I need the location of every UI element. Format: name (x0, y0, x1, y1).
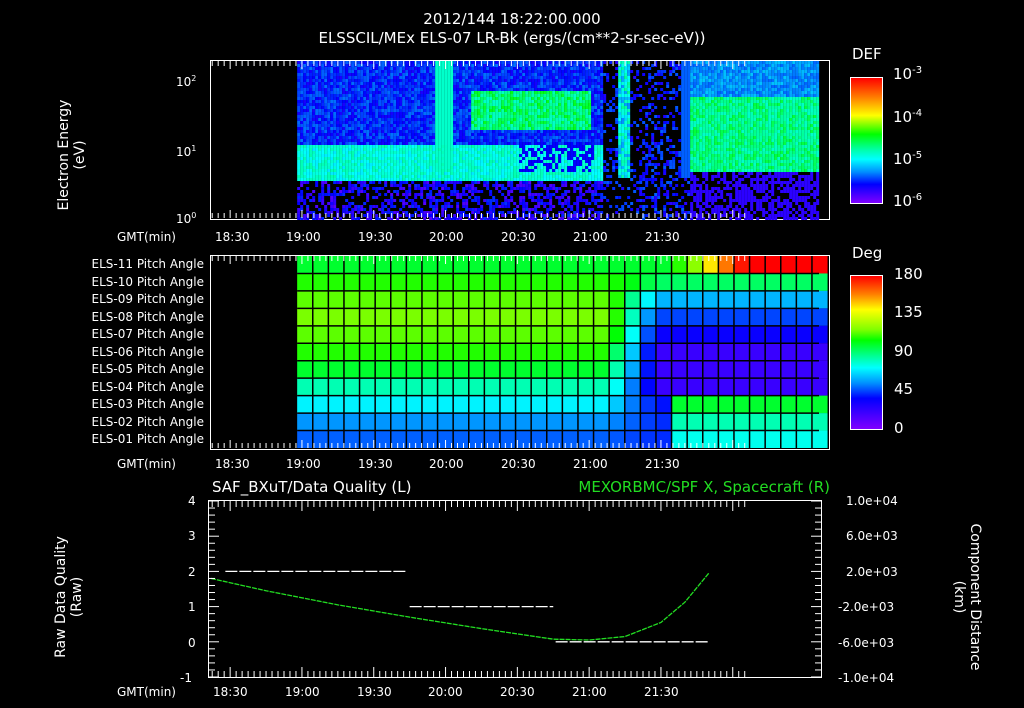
xtick: 19:30 (358, 457, 393, 471)
deg-tick: 90 (894, 342, 914, 360)
row-label: ELS-10 Pitch Angle (91, 274, 204, 289)
spectrogram-image (211, 61, 820, 220)
row-label: ELS-04 Pitch Angle (91, 379, 204, 394)
deg-colorbar (850, 275, 883, 430)
deg-tick: 135 (894, 303, 923, 321)
panel3-xlabel: GMT(min) (117, 685, 176, 699)
xtick: 18:30 (215, 230, 250, 244)
def-tick: 10-3 (893, 65, 923, 83)
panel1-ylabel-line2: (eV) (72, 140, 88, 170)
xtick: 20:30 (501, 457, 536, 471)
plot-subtitle: ELSSCIL/MEx ELS-07 LR-Bk (ergs/(cm**2-sr… (318, 29, 706, 47)
panel3-right-ylabel: Component Distance (km) (949, 507, 983, 687)
xtick: 19:30 (358, 230, 393, 244)
xtick: 21:00 (573, 230, 608, 244)
xtick: 19:00 (286, 230, 321, 244)
xtick: 18:30 (213, 685, 248, 699)
xtick: 21:30 (645, 230, 680, 244)
ytick: 6.0e+03 (846, 529, 898, 543)
panel3-left-ylabel-line2: (Raw) (69, 576, 85, 618)
xtick: 21:30 (644, 685, 679, 699)
row-label: ELS-08 Pitch Angle (91, 309, 204, 324)
xtick: 21:00 (573, 457, 608, 471)
energy-spectrogram (210, 60, 830, 220)
ytick: 1 (188, 600, 196, 614)
ytick: 3 (188, 529, 196, 543)
xtick: 20:30 (500, 685, 535, 699)
panel3-left-title: SAF_BXuT/Data Quality (L) (212, 478, 412, 496)
row-label: ELS-05 Pitch Angle (91, 362, 204, 376)
pitch-angle-labels: ELS-11 Pitch Angle ELS-10 Pitch Angle EL… (40, 255, 204, 450)
ytick: 2.0e+03 (846, 565, 898, 579)
xtick: 18:30 (215, 457, 250, 471)
panel3-right-ylabel-line1: Component Distance (967, 523, 983, 671)
row-label: ELS-06 Pitch Angle (91, 344, 204, 359)
panel3-left-ylabel-line1: Raw Data Quality (53, 536, 69, 658)
panel1-ytick-10: 101 (176, 144, 197, 159)
def-tick: 10-5 (893, 150, 923, 168)
row-label: ELS-01 Pitch Angle (91, 432, 204, 446)
ytick: -2.0e+03 (838, 600, 895, 614)
ytick: -1.0e+04 (838, 671, 895, 685)
data-quality-plot (208, 500, 822, 678)
xtick: 21:30 (645, 457, 680, 471)
panel3-right-ylabel-line2: (km) (951, 580, 967, 614)
panel3-left-ylabel: Raw Data Quality (Raw) (53, 517, 87, 677)
xtick: 19:00 (286, 457, 321, 471)
deg-tick: 0 (894, 419, 904, 437)
deg-colorbar-title: Deg (852, 244, 883, 262)
xtick: 21:00 (572, 685, 607, 699)
xtick: 19:00 (285, 685, 320, 699)
ytick: 0 (188, 636, 196, 650)
plot-timestamp: 2012/144 18:22:00.000 (423, 10, 601, 28)
row-label: ELS-03 Pitch Angle (91, 397, 204, 411)
data-quality-lines (209, 500, 821, 678)
xtick: 20:00 (429, 457, 464, 471)
def-colorbar-title: DEF (852, 45, 882, 63)
xtick: 19:30 (357, 685, 392, 699)
def-colorbar (850, 77, 883, 204)
xtick: 20:00 (429, 230, 464, 244)
pitch-angle-heatmap (210, 255, 830, 450)
panel1-ytick-100: 102 (176, 74, 197, 89)
panel1-ylabel: Electron Energy (eV) (56, 75, 90, 235)
panel1-ytick-1: 100 (176, 211, 197, 226)
ytick: 1.0e+04 (846, 494, 898, 508)
panel1-xlabel: GMT(min) (117, 230, 176, 244)
ytick: 4 (188, 494, 196, 508)
deg-tick: 180 (894, 265, 923, 283)
xtick: 20:00 (428, 685, 463, 699)
panel1-ylabel-line1: Electron Energy (56, 99, 72, 211)
row-label: ELS-02 Pitch Angle (91, 414, 204, 429)
ytick: -1 (180, 671, 192, 685)
row-label: ELS-09 Pitch Angle (91, 292, 204, 306)
ytick: -6.0e+03 (838, 636, 895, 650)
pitch-angle-image (211, 256, 828, 448)
row-label: ELS-07 Pitch Angle (91, 327, 204, 341)
def-tick: 10-6 (893, 192, 923, 210)
deg-tick: 45 (894, 380, 914, 398)
row-label: ELS-11 Pitch Angle (91, 257, 204, 271)
panel2-xlabel: GMT(min) (117, 457, 176, 471)
panel3-right-title: MEXORBMC/SPF X, Spacecraft (R) (578, 478, 830, 496)
xtick: 20:30 (501, 230, 536, 244)
def-tick: 10-4 (893, 108, 923, 126)
ytick: 2 (188, 565, 196, 579)
